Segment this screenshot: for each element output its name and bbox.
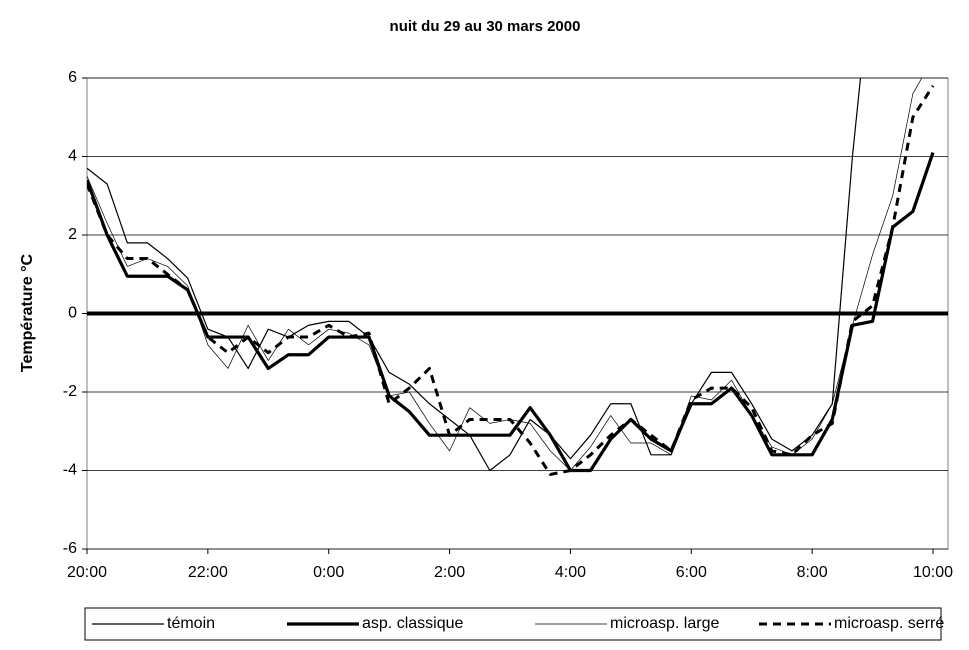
y-tick-label: 2 xyxy=(68,226,77,243)
x-tick-label: 22:00 xyxy=(188,564,228,581)
legend-label: témoin xyxy=(167,615,215,632)
legend-label: asp. classique xyxy=(362,615,463,632)
y-tick-label: 4 xyxy=(68,148,77,165)
series-line xyxy=(87,78,923,471)
y-tick-label: -2 xyxy=(63,383,77,400)
legend-label: microasp. serré xyxy=(834,615,944,632)
legend-label: microasp. large xyxy=(610,615,719,632)
y-tick-label: -4 xyxy=(63,462,77,479)
y-axis-label: Température °C xyxy=(19,253,36,372)
x-tick-label: 10:00 xyxy=(913,564,953,581)
x-tick-label: 6:00 xyxy=(676,564,707,581)
series-line xyxy=(87,85,935,476)
series-group xyxy=(87,78,935,476)
x-tick-label: 2:00 xyxy=(434,564,465,581)
y-tick-label: 0 xyxy=(68,305,77,322)
x-tick-label: 4:00 xyxy=(555,564,586,581)
chart-title: nuit du 29 au 30 mars 2000 xyxy=(390,18,581,35)
legend-box xyxy=(84,607,942,641)
y-tick-label: 6 xyxy=(68,69,77,86)
x-tick-label: 20:00 xyxy=(67,564,107,581)
x-tick-label: 8:00 xyxy=(797,564,828,581)
x-tick-label: 0:00 xyxy=(313,564,344,581)
y-tick-label: -6 xyxy=(63,540,77,557)
